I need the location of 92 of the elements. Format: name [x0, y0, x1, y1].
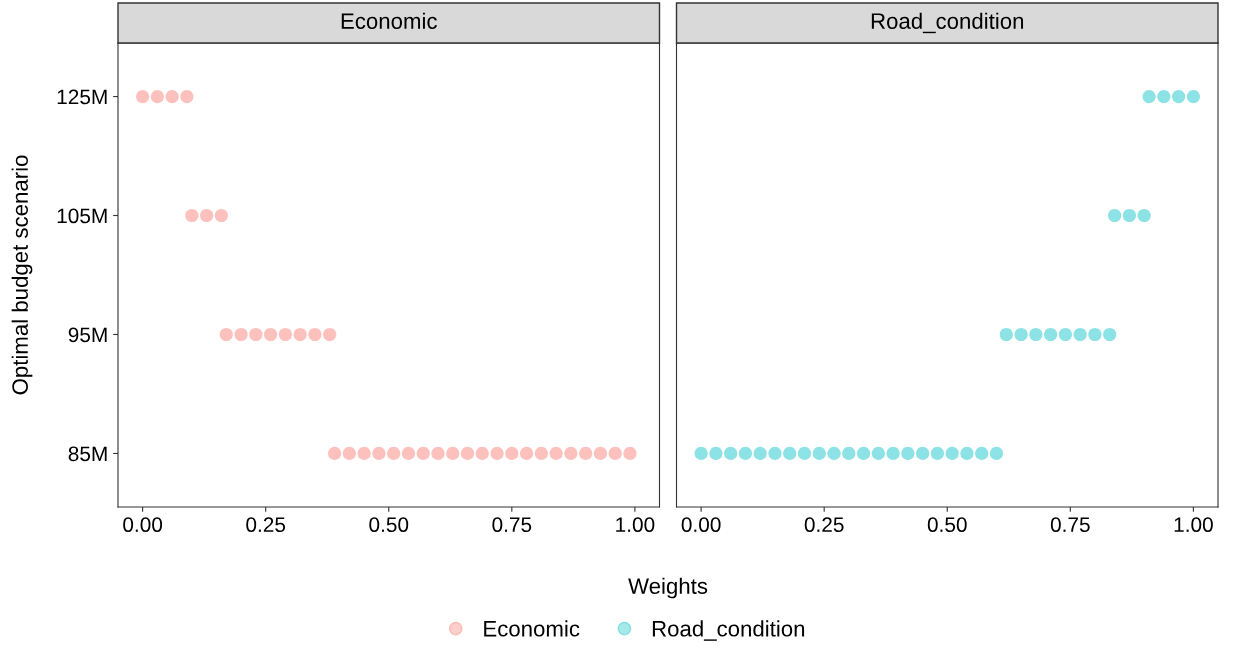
point [1122, 208, 1136, 223]
point [308, 327, 322, 342]
point [180, 89, 194, 104]
point [593, 446, 608, 461]
point [475, 446, 489, 461]
point [709, 446, 723, 461]
point [1014, 327, 1028, 342]
point [328, 446, 342, 461]
point [738, 446, 753, 461]
point [214, 208, 228, 223]
point [930, 446, 944, 461]
point [460, 446, 475, 461]
point [1088, 327, 1102, 342]
point [1186, 89, 1200, 104]
point [753, 446, 767, 461]
point [1058, 327, 1072, 342]
point [165, 89, 179, 104]
point [1137, 208, 1151, 223]
point [916, 446, 930, 461]
point [1142, 89, 1156, 104]
legend-label: Economic [484, 620, 580, 637]
x-tick-label: 0.00 [123, 517, 163, 533]
point [136, 89, 150, 104]
y-tick-label: 85M [68, 446, 107, 462]
x-tick-label: 0.75 [492, 517, 532, 533]
x-axis-title: Weights [628, 577, 708, 599]
point [564, 446, 578, 461]
point [768, 446, 782, 461]
point [1073, 327, 1087, 342]
point [323, 327, 337, 342]
x-tick-label: 1.00 [616, 517, 655, 533]
point [505, 446, 519, 461]
chart-title: Road_condition [871, 12, 1024, 34]
point [264, 327, 278, 342]
point [1108, 208, 1122, 223]
point [1029, 327, 1043, 342]
chart-title: Economic [341, 12, 437, 29]
point [694, 446, 708, 461]
point [200, 208, 214, 223]
point [446, 446, 460, 461]
point [249, 327, 263, 342]
point [342, 446, 356, 461]
point [797, 446, 812, 461]
x-tick-label: 0.50 [927, 517, 967, 533]
point [886, 446, 900, 461]
x-tick-label: 0.25 [804, 517, 844, 533]
point [185, 208, 199, 223]
point [960, 446, 974, 461]
y-tick-label: 105M [57, 208, 107, 224]
point [901, 446, 915, 461]
x-tick-label: 1.00 [1174, 517, 1213, 533]
point [871, 446, 885, 461]
point [1044, 327, 1058, 342]
point [219, 327, 233, 342]
point [724, 446, 738, 461]
x-tick-label: 0.50 [369, 517, 409, 533]
point [999, 327, 1013, 342]
point [357, 446, 371, 461]
point [372, 446, 386, 461]
y-tick-label: 95M [68, 327, 107, 343]
x-tick-label: 0.75 [1050, 517, 1090, 533]
point [520, 446, 534, 461]
point [783, 446, 797, 461]
point [856, 446, 871, 461]
point [387, 446, 401, 461]
point [945, 446, 959, 461]
point [549, 446, 563, 461]
point [431, 446, 445, 461]
x-tick-label: 0.00 [681, 517, 721, 533]
point [827, 446, 841, 461]
y-tick-label: 125M [57, 89, 107, 105]
y-axis-title: Optimal budget scenario [11, 155, 33, 395]
point [416, 446, 430, 461]
x-tick-label: 0.25 [246, 517, 286, 533]
point [1103, 327, 1117, 342]
point [812, 446, 826, 461]
point [579, 446, 593, 461]
point [623, 446, 637, 461]
point [234, 327, 248, 342]
point [293, 327, 307, 342]
point [1172, 89, 1186, 104]
point [975, 446, 989, 461]
point [842, 446, 856, 461]
point [989, 446, 1004, 461]
point [608, 446, 622, 461]
point [401, 446, 416, 461]
point [490, 446, 504, 461]
point [278, 327, 292, 342]
point [150, 89, 164, 104]
legend-label: Road_condition [652, 620, 805, 641]
point [1157, 89, 1171, 104]
point [534, 446, 548, 461]
